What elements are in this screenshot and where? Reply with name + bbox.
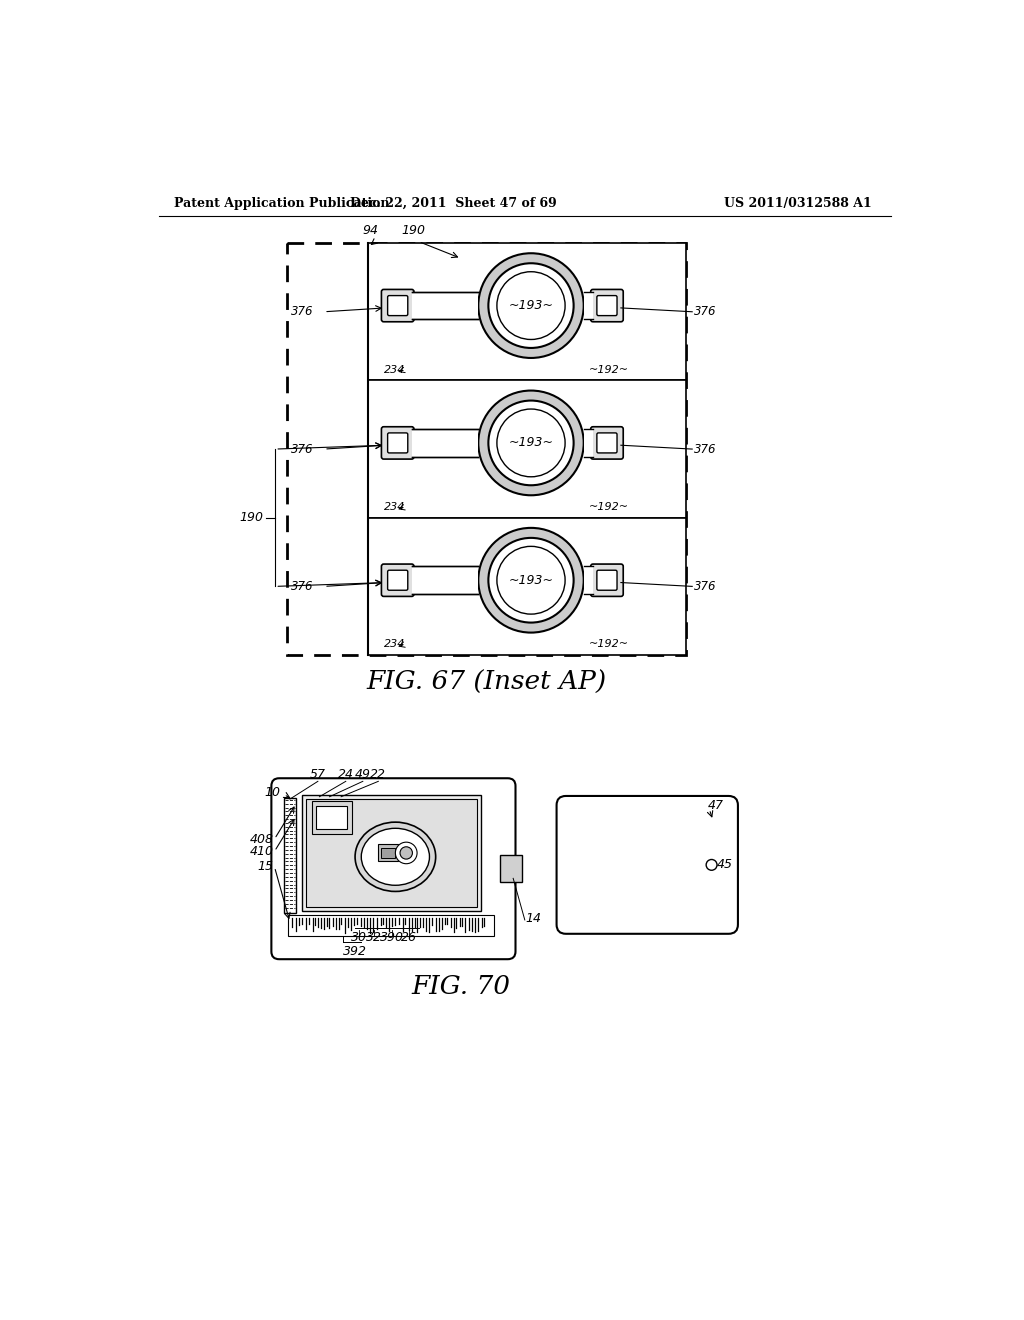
Circle shape [488, 263, 573, 348]
Text: 45: 45 [717, 858, 733, 871]
Text: 49: 49 [355, 767, 371, 780]
Text: 14: 14 [525, 912, 542, 925]
Polygon shape [412, 292, 478, 319]
Text: ~193~: ~193~ [509, 437, 554, 449]
Text: 30: 30 [351, 931, 367, 944]
Text: 26: 26 [401, 931, 418, 944]
FancyBboxPatch shape [557, 796, 738, 933]
Circle shape [488, 400, 573, 486]
Circle shape [478, 391, 584, 495]
Bar [369, 517, 686, 655]
FancyBboxPatch shape [381, 289, 414, 322]
Text: Patent Application Publication: Patent Application Publication [174, 197, 390, 210]
Ellipse shape [355, 822, 435, 891]
Text: 190: 190 [401, 224, 425, 238]
Text: Dec. 22, 2011  Sheet 47 of 69: Dec. 22, 2011 Sheet 47 of 69 [350, 197, 557, 210]
Text: FIG. 67 (Inset AP): FIG. 67 (Inset AP) [366, 669, 606, 694]
Text: 24: 24 [338, 767, 353, 780]
FancyBboxPatch shape [591, 289, 624, 322]
Text: 410: 410 [250, 845, 273, 858]
Text: 376: 376 [291, 442, 313, 455]
Text: 190: 190 [240, 511, 263, 524]
Polygon shape [584, 292, 593, 319]
Polygon shape [412, 429, 478, 457]
Bar [316, 807, 347, 829]
Text: 47: 47 [708, 799, 724, 812]
FancyBboxPatch shape [381, 426, 414, 459]
FancyBboxPatch shape [597, 433, 617, 453]
Text: ~192~: ~192~ [589, 364, 630, 375]
Text: ~193~: ~193~ [509, 300, 554, 312]
Bar [311, 801, 352, 834]
Circle shape [707, 859, 717, 870]
Bar [284, 797, 296, 913]
Text: ~193~: ~193~ [509, 574, 554, 586]
Text: 234: 234 [384, 364, 406, 375]
Circle shape [478, 253, 584, 358]
Bar [378, 845, 397, 862]
FancyBboxPatch shape [597, 296, 617, 315]
Circle shape [400, 847, 413, 859]
Polygon shape [584, 566, 593, 594]
Circle shape [497, 546, 565, 614]
Text: ~192~: ~192~ [589, 502, 630, 512]
Text: 376: 376 [291, 305, 313, 318]
Text: 390: 390 [380, 931, 403, 944]
Text: 392: 392 [343, 945, 368, 957]
Bar [500, 855, 521, 882]
Circle shape [478, 528, 584, 632]
Polygon shape [584, 429, 593, 457]
Text: 94: 94 [362, 224, 379, 238]
Bar [289, 915, 494, 936]
Circle shape [488, 537, 573, 623]
Text: 22: 22 [371, 767, 386, 780]
Text: 376: 376 [693, 305, 716, 318]
Text: 408: 408 [250, 833, 273, 846]
FancyBboxPatch shape [388, 570, 408, 590]
Text: FIG. 70: FIG. 70 [412, 974, 511, 999]
FancyBboxPatch shape [381, 564, 414, 597]
Text: 32: 32 [367, 931, 382, 944]
FancyBboxPatch shape [388, 433, 408, 453]
Bar [287, 243, 686, 655]
Circle shape [497, 409, 565, 477]
Bar [369, 380, 686, 517]
Text: 376: 376 [291, 579, 313, 593]
Text: 10: 10 [264, 785, 281, 799]
Circle shape [395, 842, 417, 863]
Text: ~192~: ~192~ [589, 639, 630, 649]
Text: 57: 57 [310, 767, 326, 780]
FancyBboxPatch shape [591, 564, 624, 597]
Text: 15: 15 [258, 861, 273, 874]
Text: 234: 234 [384, 502, 406, 512]
Bar [302, 795, 480, 911]
Bar [369, 243, 686, 380]
Circle shape [497, 272, 565, 339]
Bar [306, 799, 477, 907]
Text: 234: 234 [384, 639, 406, 649]
Text: 376: 376 [693, 442, 716, 455]
Ellipse shape [361, 829, 429, 886]
Text: 376: 376 [693, 579, 716, 593]
FancyBboxPatch shape [271, 779, 515, 960]
Polygon shape [412, 566, 478, 594]
FancyBboxPatch shape [388, 296, 408, 315]
Text: US 2011/0312588 A1: US 2011/0312588 A1 [724, 197, 872, 210]
Bar [381, 847, 394, 858]
FancyBboxPatch shape [591, 426, 624, 459]
FancyBboxPatch shape [597, 570, 617, 590]
